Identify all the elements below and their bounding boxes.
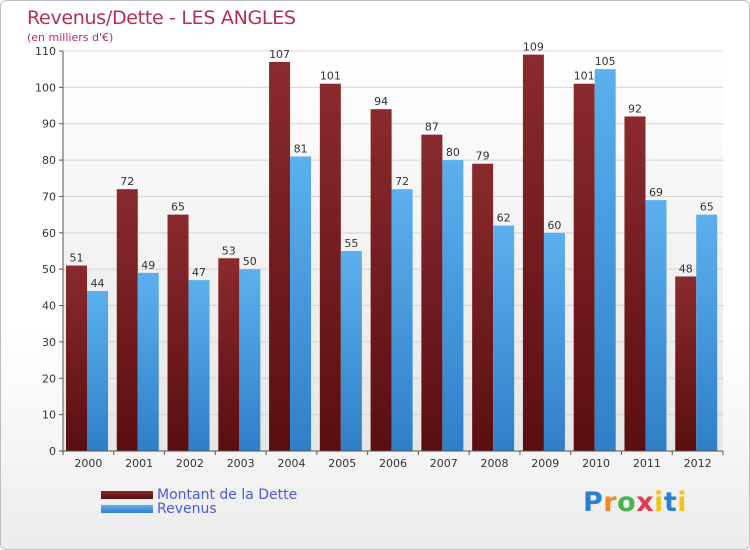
data-label-dette-2001: 72 xyxy=(120,175,134,188)
y-tick-label: 80 xyxy=(42,154,56,167)
legend-label-dette: Montant de la Dette xyxy=(157,487,298,503)
bar-revenus-2003 xyxy=(239,269,261,451)
data-label-dette-2007: 87 xyxy=(425,121,439,134)
x-tick-label-2000: 2000 xyxy=(74,457,102,470)
data-label-revenus-2008: 62 xyxy=(497,212,511,225)
bar-revenus-2009 xyxy=(543,232,565,451)
data-label-revenus-2001: 49 xyxy=(141,259,155,272)
data-label-revenus-2005: 55 xyxy=(344,237,358,250)
data-label-revenus-2009: 60 xyxy=(547,219,561,232)
y-tick-label: 20 xyxy=(42,372,56,385)
legend-item-dette: Montant de la Dette xyxy=(101,488,297,502)
y-tick-label: 50 xyxy=(42,263,56,276)
bar-revenus-2002 xyxy=(188,280,210,451)
y-tick-label: 0 xyxy=(49,445,56,458)
data-label-dette-2008: 79 xyxy=(476,150,490,163)
data-label-revenus-2003: 50 xyxy=(243,255,257,268)
bar-revenus-2010 xyxy=(594,69,616,451)
x-tick-label-2011: 2011 xyxy=(633,457,661,470)
bar-revenus-2004 xyxy=(290,156,312,452)
data-label-dette-2006: 94 xyxy=(374,95,388,108)
data-label-dette-2003: 53 xyxy=(222,244,236,257)
data-label-dette-2012: 48 xyxy=(679,262,693,275)
x-tick-label-2007: 2007 xyxy=(430,457,458,470)
data-label-revenus-2002: 47 xyxy=(192,266,206,279)
legend-swatch-revenus xyxy=(101,505,153,513)
bar-revenus-2000 xyxy=(87,291,108,451)
x-tick-label-2004: 2004 xyxy=(277,457,305,470)
y-tick-label: 110 xyxy=(35,45,56,58)
chart-title: Revenus/Dette - LES ANGLES xyxy=(27,7,296,29)
y-tick-label: 60 xyxy=(42,227,56,240)
y-tick-label: 100 xyxy=(35,81,56,94)
bar-dette-2009 xyxy=(522,54,544,452)
bar-revenus-2007 xyxy=(442,160,464,451)
data-label-revenus-2006: 72 xyxy=(395,175,409,188)
legend: Montant de la Dette Revenus xyxy=(101,488,297,516)
data-label-dette-2004: 107 xyxy=(269,48,290,61)
x-tick-label-2003: 2003 xyxy=(227,457,255,470)
data-label-revenus-2004: 81 xyxy=(294,142,308,155)
data-label-dette-2002: 65 xyxy=(171,201,185,214)
y-tick-label: 40 xyxy=(42,300,56,313)
legend-item-revenus: Revenus xyxy=(101,502,297,516)
x-tick-label-2008: 2008 xyxy=(481,457,509,470)
bar-revenus-2001 xyxy=(137,272,159,451)
bar-revenus-2005 xyxy=(340,251,362,451)
bar-dette-2003 xyxy=(218,258,240,451)
data-label-dette-2010: 101 xyxy=(574,70,595,83)
y-tick-label: 70 xyxy=(42,190,56,203)
data-label-revenus-2000: 44 xyxy=(91,277,105,290)
data-label-revenus-2011: 69 xyxy=(649,186,663,199)
bar-dette-2004 xyxy=(269,61,291,452)
data-label-dette-2011: 92 xyxy=(628,102,642,115)
y-tick-label: 90 xyxy=(42,118,56,131)
bar-revenus-2008 xyxy=(493,225,515,451)
bar-dette-2011 xyxy=(624,116,646,452)
data-label-revenus-2012: 65 xyxy=(700,201,714,214)
x-tick-label-2010: 2010 xyxy=(582,457,610,470)
chart-subtitle: (en milliers d'€) xyxy=(27,31,114,44)
bar-dette-2006 xyxy=(370,109,392,451)
proxiti-logo: Proxiti xyxy=(583,487,688,518)
legend-label-revenus: Revenus xyxy=(157,501,217,517)
bar-dette-2010 xyxy=(573,83,595,452)
bar-dette-2001 xyxy=(116,189,138,451)
bar-dette-2007 xyxy=(421,134,443,452)
data-label-revenus-2010: 105 xyxy=(595,55,616,68)
bar-dette-2008 xyxy=(472,163,494,451)
x-tick-label-2012: 2012 xyxy=(684,457,712,470)
bar-dette-2000 xyxy=(66,265,87,451)
x-tick-label-2006: 2006 xyxy=(379,457,407,470)
y-tick-label: 30 xyxy=(42,336,56,349)
x-tick-label-2001: 2001 xyxy=(125,457,153,470)
bar-dette-2002 xyxy=(167,214,189,451)
data-label-dette-2009: 109 xyxy=(523,41,544,54)
x-tick-label-2002: 2002 xyxy=(176,457,204,470)
bar-revenus-2012 xyxy=(696,214,718,451)
y-tick-label: 10 xyxy=(42,409,56,422)
bar-revenus-2006 xyxy=(391,189,413,451)
x-tick-label-2005: 2005 xyxy=(328,457,356,470)
data-label-dette-2005: 101 xyxy=(320,70,341,83)
bar-dette-2012 xyxy=(675,276,697,451)
bar-revenus-2011 xyxy=(645,200,667,451)
bar-dette-2005 xyxy=(319,83,341,452)
x-tick-label-2009: 2009 xyxy=(531,457,559,470)
legend-swatch-dette xyxy=(101,491,153,499)
data-label-revenus-2007: 80 xyxy=(446,146,460,159)
data-label-dette-2000: 51 xyxy=(70,252,84,265)
